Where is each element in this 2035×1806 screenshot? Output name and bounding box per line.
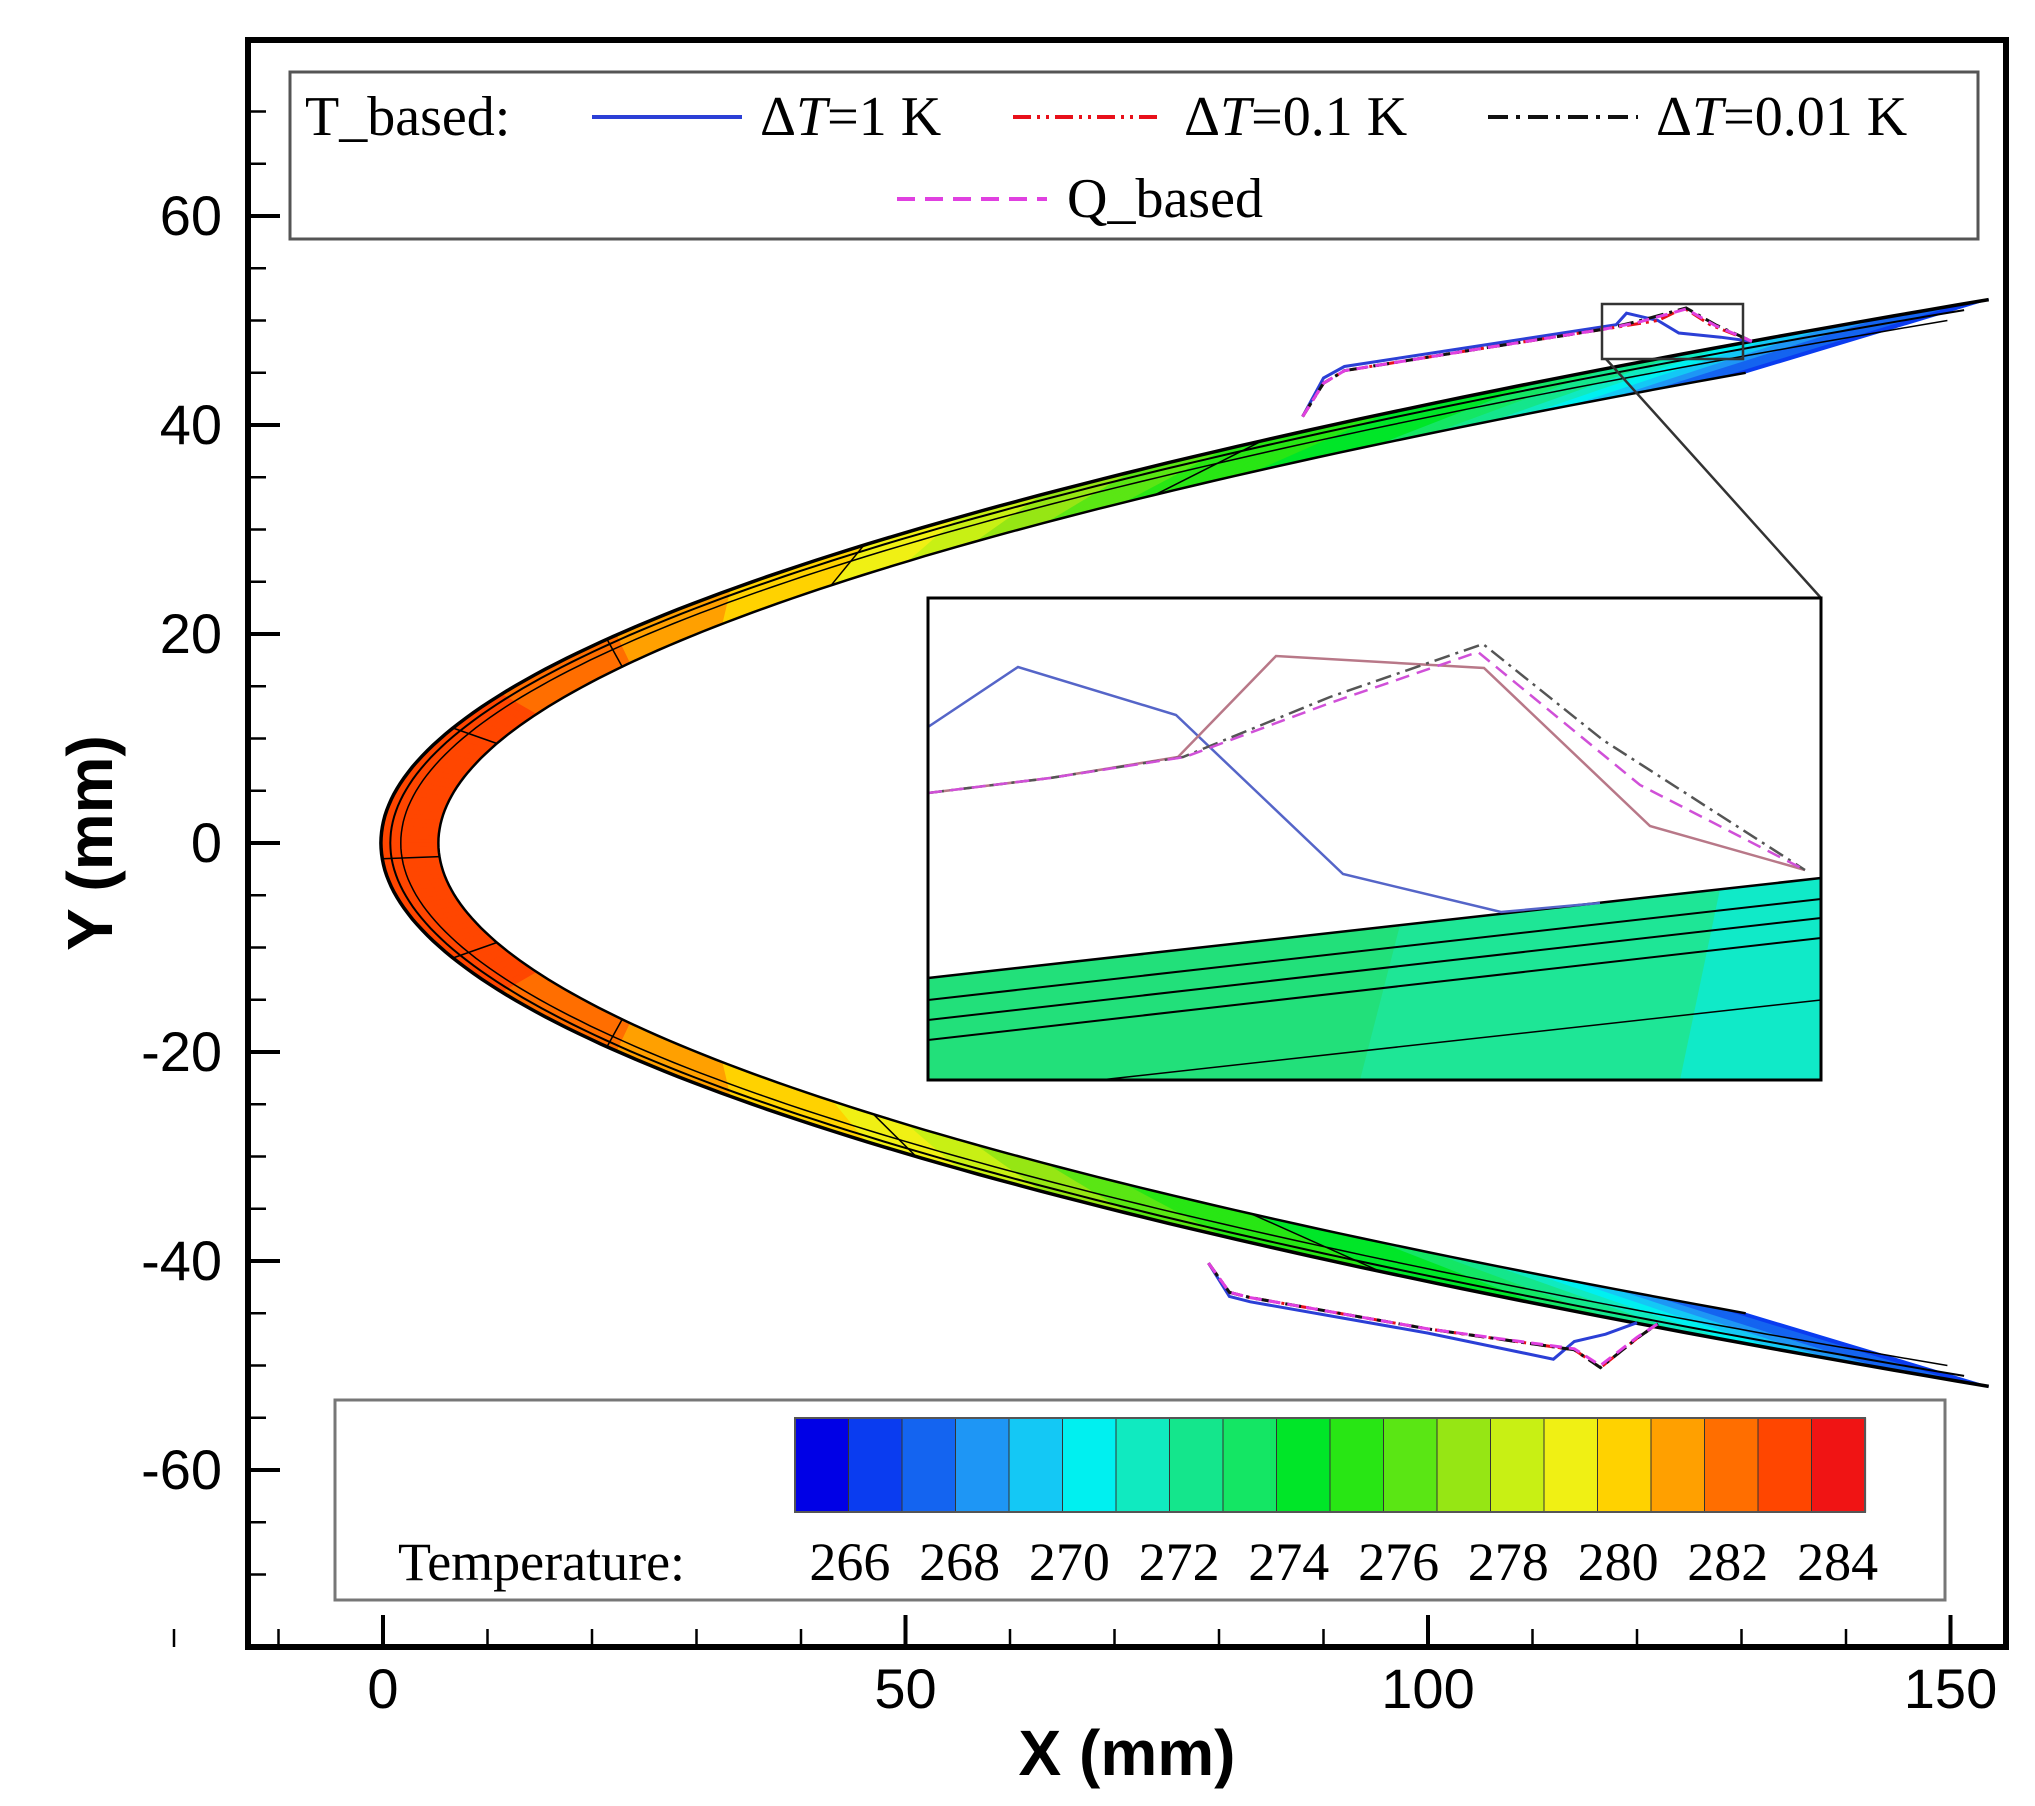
band-layer-line — [437, 371, 1746, 1315]
colorbar: Temperature: 266 268 270 272 274 276 278 280 282… — [333, 1398, 1947, 1602]
x-tick-label: 150 — [1904, 1657, 1997, 1720]
legend-label-dT-1K: ΔT=1 K — [760, 86, 941, 148]
colorbar-tick-label: 280 — [1578, 1532, 1659, 1592]
y-tick-label: 60 — [160, 184, 222, 247]
legend-label-dT-0.01K: ΔT=0.01 K — [1656, 86, 1907, 148]
band-mesh-divider — [872, 1113, 917, 1158]
colorbar-cell — [1704, 1417, 1760, 1513]
inset-curve-dT-0.01K — [928, 642, 1806, 872]
inset-band-mesh-line — [1099, 999, 1821, 1080]
inset-curve-Q-based — [928, 650, 1806, 872]
inset-frame — [926, 596, 1823, 1082]
x-tick-label: 100 — [1381, 1657, 1474, 1720]
inset-zoom-view — [926, 596, 1823, 1082]
band-mesh-divider — [452, 727, 498, 745]
colorbar-cell — [794, 1417, 850, 1513]
inset-band-fill-right — [1680, 878, 1821, 1080]
band-mesh-divider — [382, 855, 440, 860]
colorbar-tick-labels: 266 268 270 272 274 276 278 280 282 284 — [809, 1532, 1878, 1592]
colorbar-tick-label: 278 — [1468, 1532, 1549, 1592]
colorbar-cell — [901, 1417, 957, 1513]
legend-group-label: T_based: — [305, 86, 510, 148]
colorbar-cell — [1650, 1417, 1706, 1513]
axes: 60 40 20 0 -20 -40 -60 0 50 100 150 X (mm) Y (mm) — [54, 37, 2009, 1789]
lower-profile-1 — [1207, 1262, 1638, 1361]
colorbar-cell — [1543, 1417, 1599, 1513]
plot-frame — [245, 37, 2009, 1650]
colorbar-tick-label: 268 — [919, 1532, 1000, 1592]
colorbar-tick-label: 274 — [1248, 1532, 1329, 1592]
upper-profile-1 — [1301, 311, 1753, 418]
inset-content — [928, 642, 1821, 1080]
colorbar-label: Temperature: — [398, 1532, 685, 1592]
band-mesh-divider — [830, 544, 865, 586]
colorbar-tick-label: 276 — [1358, 1532, 1439, 1592]
colorbar-outline — [794, 1417, 1866, 1513]
band-layer-line — [379, 297, 1989, 1389]
y-axis-ticks: 60 40 20 0 -20 -40 -60 — [141, 110, 280, 1576]
x-tick-label: 50 — [874, 1657, 936, 1720]
inset-curve-dT-1K — [928, 665, 1601, 914]
band-mesh-divider — [1250, 1213, 1381, 1273]
plot-area — [379, 297, 1989, 1389]
band-mesh-divider — [452, 941, 498, 959]
band-mesh-divider — [606, 638, 623, 668]
colorbar-cell — [1276, 1417, 1332, 1513]
inset-band-mesh-line — [928, 917, 1821, 1021]
lower-profile-4 — [1207, 1262, 1659, 1368]
colorbar-cell — [1383, 1417, 1439, 1513]
colorbar-cell — [1329, 1417, 1385, 1513]
colorbar-cell — [1008, 1417, 1064, 1513]
zoom-box — [1600, 302, 1745, 361]
colorbar-cells — [794, 1417, 1867, 1513]
profile-curves — [1207, 306, 1753, 1370]
legend-frame — [288, 70, 1980, 241]
colorbar-cell — [848, 1417, 904, 1513]
y-axis-title: Y (mm) — [54, 735, 126, 951]
colorbar-cell — [955, 1417, 1011, 1513]
y-tick-label: -60 — [141, 1438, 222, 1501]
legend: T_based: ΔT=1 K ΔT=0.1 K ΔT=0.01 K Q_bas… — [288, 70, 1980, 241]
zoom-connector-line — [1605, 358, 1822, 599]
upper-profile-4 — [1301, 307, 1753, 418]
band-mesh-divider — [1154, 440, 1263, 496]
inset-band-mesh-line — [928, 937, 1821, 1041]
colorbar-cell — [1811, 1417, 1867, 1513]
colorbar-cell — [1169, 1417, 1225, 1513]
colorbar-tick-label: 266 — [809, 1532, 890, 1592]
colorbar-tick-label: 282 — [1687, 1532, 1768, 1592]
x-axis-ticks: 0 50 100 150 — [172, 1615, 1997, 1720]
x-tick-label: 0 — [367, 1657, 398, 1720]
inset-band-mesh-line — [928, 898, 1821, 1001]
colorbar-cell — [1757, 1417, 1813, 1513]
band-layer-line — [400, 319, 1948, 1367]
y-tick-label: 0 — [191, 811, 222, 874]
y-tick-label: 40 — [160, 393, 222, 456]
y-tick-label: -40 — [141, 1229, 222, 1292]
colorbar-tick-label: 272 — [1139, 1532, 1220, 1592]
colorbar-cell — [1436, 1417, 1492, 1513]
zoom-indicator — [1600, 302, 1822, 599]
y-tick-label: 20 — [160, 602, 222, 665]
legend-label-Q-based: Q_based — [1067, 168, 1263, 230]
colorbar-cell — [1222, 1417, 1278, 1513]
band-layer-line — [389, 309, 1965, 1377]
band-mesh-divider — [606, 1018, 623, 1048]
legend-label-dT-0.1K: ΔT=0.1 K — [1184, 86, 1407, 148]
colorbar-tick-label: 284 — [1797, 1532, 1878, 1592]
band-mesh-lines — [379, 297, 1989, 1389]
x-axis-title: X (mm) — [1019, 1717, 1236, 1789]
colorbar-cell — [1062, 1417, 1118, 1513]
y-tick-label: -20 — [141, 1020, 222, 1083]
inset-band-outer-edge — [928, 876, 1821, 980]
colorbar-cell — [1115, 1417, 1171, 1513]
colorbar-cell — [1490, 1417, 1546, 1513]
colorbar-cell — [1597, 1417, 1653, 1513]
colorbar-tick-label: 270 — [1029, 1532, 1110, 1592]
